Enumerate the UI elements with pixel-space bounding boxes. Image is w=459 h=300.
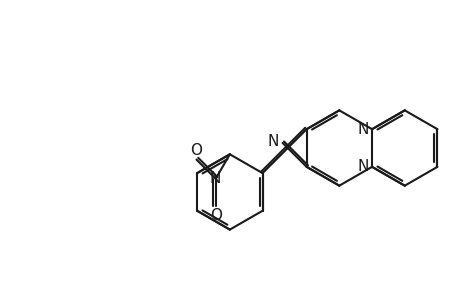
Text: N: N (357, 122, 368, 137)
Text: N: N (267, 134, 278, 149)
Text: N: N (210, 171, 221, 186)
Text: O: O (209, 208, 221, 223)
Text: O: O (190, 142, 202, 158)
Text: N: N (357, 159, 368, 174)
